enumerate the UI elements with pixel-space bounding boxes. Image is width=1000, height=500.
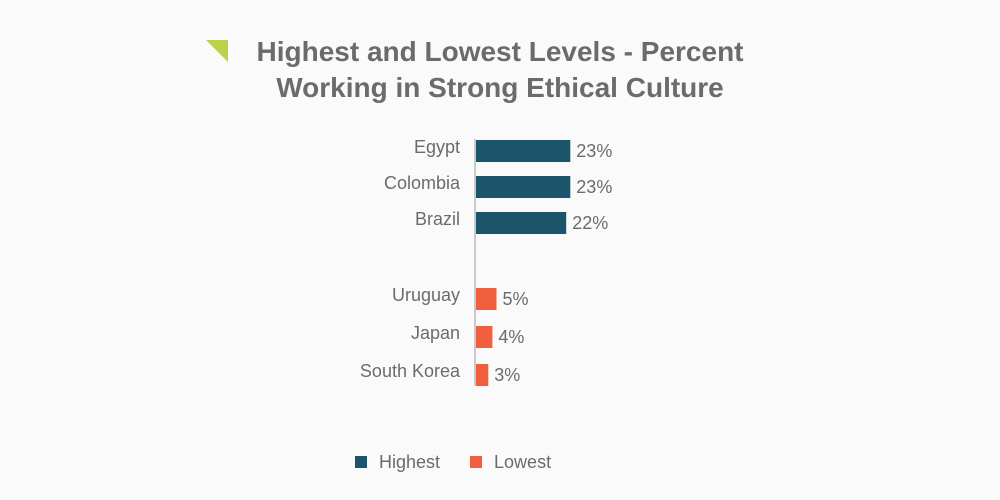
category-label-colombia: Colombia	[384, 173, 461, 193]
legend-item-highest: Highest	[355, 452, 440, 473]
chart-title-wrap: Highest and Lowest Levels - Percent Work…	[0, 34, 1000, 106]
chart-legend: Highest Lowest	[355, 451, 581, 473]
bar-uruguay	[476, 288, 497, 310]
value-label-egypt: 23%	[576, 141, 612, 161]
value-label-colombia: 23%	[576, 177, 612, 197]
legend-label-highest: Highest	[379, 451, 441, 472]
category-label-south-korea: South Korea	[360, 361, 461, 381]
value-label-south-korea: 3%	[494, 365, 520, 385]
value-label-uruguay: 5%	[503, 289, 529, 309]
category-label-brazil: Brazil	[415, 209, 460, 229]
chart-title-line-2: Working in Strong Ethical Culture	[276, 72, 724, 103]
legend-label-lowest: Lowest	[494, 451, 552, 472]
bar-japan	[476, 326, 493, 348]
bar-colombia	[476, 176, 571, 198]
bar-brazil	[476, 212, 567, 234]
value-label-japan: 4%	[498, 327, 524, 347]
chart-title: Highest and Lowest Levels - Percent Work…	[256, 34, 743, 106]
legend-swatch-lowest	[470, 456, 483, 468]
chart-title-line-1: Highest and Lowest Levels - Percent	[256, 36, 744, 67]
legend-swatch-highest	[355, 456, 367, 468]
bar-south-korea	[476, 364, 489, 386]
category-label-japan: Japan	[411, 323, 460, 343]
value-label-brazil: 22%	[572, 213, 608, 233]
category-label-egypt: Egypt	[414, 137, 460, 157]
category-label-uruguay: Uruguay	[392, 285, 460, 305]
legend-item-lowest: Lowest	[470, 452, 551, 473]
title-accent-triangle-icon	[206, 40, 228, 62]
bar-egypt	[476, 140, 571, 162]
